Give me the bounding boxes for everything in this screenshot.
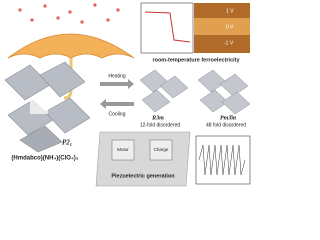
cooling: Cooling (109, 111, 126, 117)
graphical-abstract: P2₁ (Hmdabco)(NH₄)(ClO₄)₃ 1 V 0 V -1 V r… (4, 2, 251, 187)
piezo-label: Piezoelectric generation (111, 173, 175, 179)
umbrella (7, 33, 135, 59)
phase-low: P2₁ (62, 139, 72, 147)
crystal-mid (139, 69, 189, 113)
cation (30, 98, 48, 114)
phase-mid-note: 12-fold disordered (140, 122, 181, 128)
ferro-label: room-temperature ferroelectricity (152, 57, 240, 63)
motor (111, 139, 135, 161)
afm-domain (194, 18, 250, 35)
phase-mid: R3m (151, 115, 164, 121)
formula: (Hmdabco)(NH₄)(ClO₄)₃ (11, 156, 78, 162)
ferro-curve (144, 11, 191, 43)
heating: Heating (108, 73, 125, 79)
piezo-signal (198, 144, 246, 176)
ferro-plot (140, 2, 194, 54)
heating-arrow (100, 79, 134, 89)
afm-label: 1 V (226, 8, 234, 14)
drops (18, 3, 120, 24)
afm-label: 0 V (226, 24, 234, 30)
crystal-high (197, 69, 251, 115)
piezo-plot (195, 135, 251, 185)
crystal-low (4, 61, 91, 153)
charge (149, 139, 173, 161)
phase-high-note: 48 fold disordered (206, 122, 246, 128)
device-label: Motor (117, 147, 129, 152)
device-label: Charge (154, 147, 169, 152)
cooling-arrow (100, 99, 134, 109)
afm-label: -1 V (224, 40, 234, 46)
phase-high: Pm3̄m (220, 115, 236, 121)
